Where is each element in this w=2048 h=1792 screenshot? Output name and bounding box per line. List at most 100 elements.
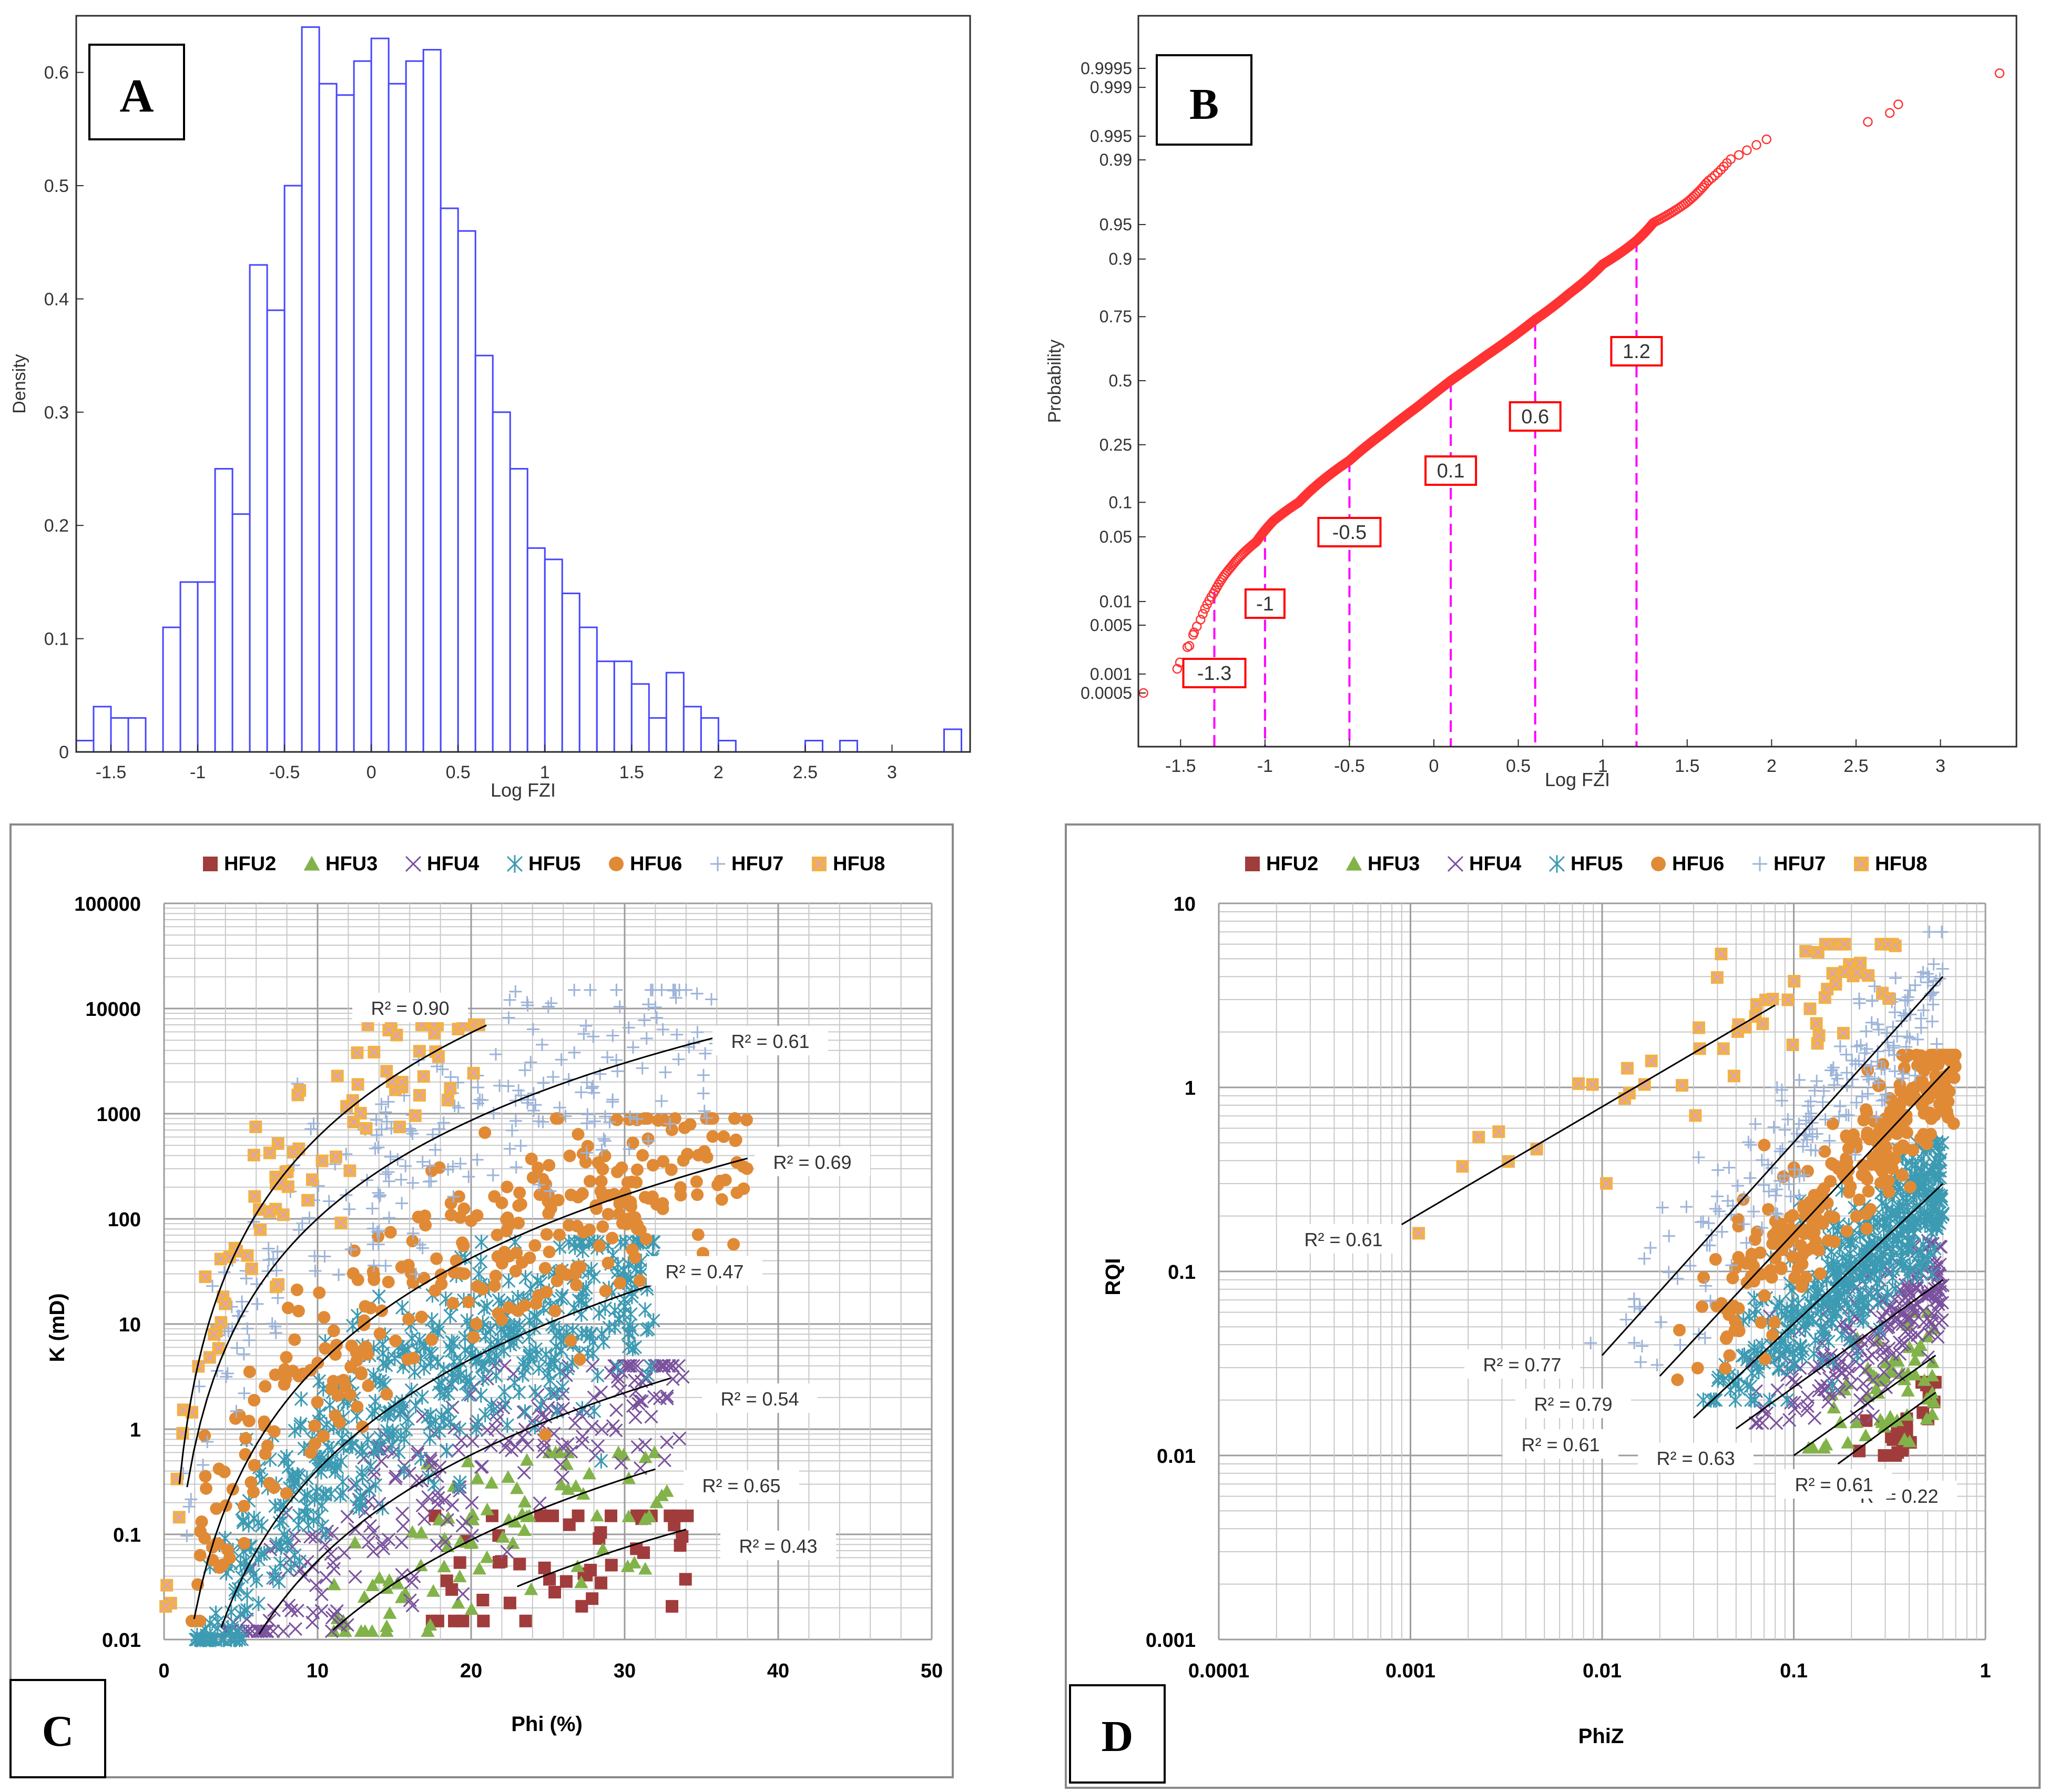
marker-triangle: [501, 1470, 515, 1483]
marker-circle: [525, 1153, 538, 1166]
marker-circle: [1745, 1270, 1758, 1283]
marker-circle: [1806, 1241, 1819, 1255]
probability-point: [1704, 176, 1714, 186]
x-tick-label: -0.5: [269, 762, 300, 782]
marker-circle: [539, 1428, 552, 1441]
marker-circle: [1729, 1315, 1742, 1328]
marker-circle: [1897, 1139, 1910, 1152]
marker-x: [465, 1434, 480, 1448]
marker-circle: [1754, 1246, 1767, 1259]
probability-point: [1742, 145, 1752, 156]
marker-circle: [572, 1128, 585, 1141]
x-tick-label: 0.1: [1780, 1660, 1808, 1682]
cutoff-label-box: [1509, 401, 1562, 432]
marker-circle: [552, 1112, 565, 1125]
marker-star: [434, 1408, 449, 1423]
y-tick-label: 100: [108, 1209, 141, 1231]
r2-label: R² = 0.47: [665, 1261, 743, 1282]
marker-circle: [488, 1279, 501, 1292]
x-tick-label: 0.01: [1583, 1660, 1622, 1682]
marker-x: [626, 1359, 640, 1373]
marker-circle: [553, 1228, 566, 1241]
histogram-bar: [544, 558, 563, 753]
marker-star: [415, 1389, 429, 1405]
histogram-bar: [648, 717, 667, 753]
probability-point: [1863, 117, 1873, 127]
histogram-bar: [301, 26, 320, 753]
x-tick-label: 2.5: [793, 762, 818, 782]
marker-star: [561, 1361, 575, 1377]
marker-x: [585, 1359, 599, 1373]
marker-square: [674, 1539, 687, 1552]
marker-x: [396, 1519, 410, 1533]
marker-circle: [351, 1273, 364, 1286]
marker-circle: [1842, 1186, 1856, 1199]
marker-x: [628, 1384, 643, 1398]
marker-triangle: [441, 1511, 455, 1524]
marker-star: [553, 1364, 567, 1380]
marker-circle: [495, 1196, 508, 1209]
marker-x: [337, 1546, 351, 1560]
marker-triangle: [464, 1536, 478, 1549]
marker-star: [427, 1477, 441, 1492]
marker-circle: [1781, 1236, 1794, 1249]
marker-circle: [327, 1374, 340, 1388]
marker-star: [555, 1288, 569, 1304]
y-tick-label: 0.1: [1109, 493, 1132, 512]
marker-circle: [599, 1285, 612, 1298]
panel-b-label: B: [1189, 80, 1219, 129]
marker-star: [486, 1402, 501, 1418]
marker-x: [671, 1359, 686, 1373]
y-tick-label: 1: [1185, 1077, 1196, 1099]
marker-x: [657, 1453, 671, 1468]
marker-star: [452, 1479, 466, 1495]
marker-circle: [218, 1465, 231, 1479]
marker-x: [395, 1506, 410, 1521]
marker-circle: [544, 1202, 557, 1215]
marker-circle: [691, 1228, 705, 1241]
marker-circle: [269, 1368, 282, 1381]
y-tick-label: 0.99: [1099, 150, 1132, 169]
marker-circle: [543, 1245, 556, 1258]
r2-label: R² = 0.61: [731, 1031, 809, 1052]
marker-triangle: [590, 1509, 604, 1522]
y-tick-label: 10: [119, 1314, 141, 1336]
marker-circle: [609, 857, 624, 871]
marker-circle: [1894, 1084, 1907, 1097]
marker-circle: [1808, 1226, 1821, 1239]
legend-entry: HFU7: [731, 853, 783, 875]
marker-triangle: [394, 1590, 409, 1603]
histogram-bar: [700, 717, 719, 753]
histogram-bar: [509, 468, 528, 753]
marker-x: [388, 1471, 402, 1485]
marker-square: [453, 1556, 466, 1569]
marker-x: [653, 1391, 667, 1406]
marker-circle: [1886, 1155, 1899, 1168]
marker-circle: [268, 1425, 281, 1438]
marker-x: [517, 1465, 531, 1480]
x-tick-label: 1: [540, 762, 550, 782]
marker-circle: [1825, 1157, 1838, 1170]
marker-square: [456, 1614, 470, 1627]
y-tick-label: 0.01: [1099, 592, 1132, 611]
panel-c-ylabel: K (mD): [46, 1293, 69, 1362]
x-tick-label: 1.5: [1675, 756, 1699, 776]
marker-circle: [368, 1273, 381, 1286]
marker-circle: [243, 1365, 256, 1378]
y-tick-label: 0.9: [1109, 250, 1132, 269]
marker-triangle: [461, 1454, 475, 1468]
marker-circle: [729, 1133, 742, 1146]
legend-entry: HFU6: [1672, 853, 1724, 875]
histogram-bar: [75, 739, 95, 753]
y-tick-label: 0.001: [1146, 1630, 1196, 1652]
marker-x: [308, 1530, 322, 1544]
y-tick-label: 0.999: [1090, 78, 1132, 97]
marker-square: [595, 1576, 608, 1590]
marker-x: [521, 1438, 535, 1452]
marker-circle: [259, 1380, 272, 1393]
marker-circle: [554, 1264, 567, 1277]
marker-circle: [415, 1310, 428, 1323]
marker-x: [245, 1624, 259, 1638]
marker-circle: [198, 1429, 211, 1442]
